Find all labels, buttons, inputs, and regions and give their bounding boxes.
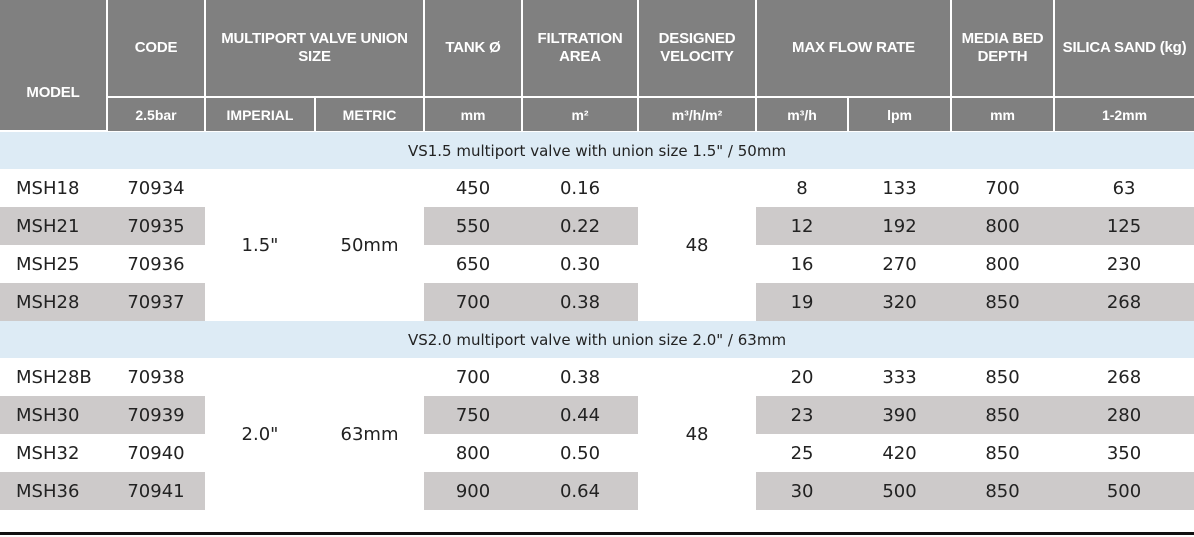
cell-tank: 550	[424, 207, 523, 245]
cell-code: 70934	[107, 169, 205, 207]
cell-flow-m3h: 23	[756, 396, 849, 434]
bottom-rule	[0, 532, 1194, 535]
cell-tank: 900	[424, 472, 523, 510]
cell-flow-m3h: 19	[756, 283, 849, 321]
cell-model: MSH28B	[0, 358, 107, 396]
cell-tank: 800	[424, 434, 523, 472]
cell-metric: 50mm	[315, 169, 425, 321]
cell-flow-lpm: 333	[848, 358, 952, 396]
unit-flow-lpm: lpm	[847, 97, 952, 131]
header-max-flow-rate: MAX FLOW RATE	[755, 0, 952, 98]
cell-flow-m3h: 25	[756, 434, 849, 472]
cell-flow-lpm: 270	[848, 245, 952, 283]
cell-sand: 500	[1054, 472, 1194, 510]
header-media-bed-depth: MEDIA BED DEPTH	[950, 0, 1055, 98]
cell-sand: 125	[1054, 207, 1194, 245]
unit-metric: METRIC	[313, 97, 425, 131]
header-filtration-area: FILTRATION AREA	[521, 0, 639, 98]
cell-area: 0.64	[522, 472, 639, 510]
cell-tank: 700	[424, 283, 523, 321]
cell-model: MSH30	[0, 396, 107, 434]
cell-sand: 268	[1054, 283, 1194, 321]
cell-depth: 800	[951, 245, 1055, 283]
header-code: CODE	[106, 0, 205, 98]
cell-sand: 230	[1054, 245, 1194, 283]
cell-flow-m3h: 30	[756, 472, 849, 510]
cell-model: MSH25	[0, 245, 107, 283]
cell-code: 70939	[107, 396, 205, 434]
cell-depth: 850	[951, 472, 1055, 510]
cell-velocity: 48	[638, 169, 757, 321]
cell-model: MSH36	[0, 472, 107, 510]
unit-tank: mm	[423, 97, 523, 131]
header-multiport-valve: MULTIPORT VALVE UNION SIZE	[203, 0, 425, 98]
cell-flow-lpm: 500	[848, 472, 952, 510]
cell-sand: 268	[1054, 358, 1194, 396]
cell-sand: 350	[1054, 434, 1194, 472]
cell-flow-lpm: 133	[848, 169, 952, 207]
cell-flow-lpm: 420	[848, 434, 952, 472]
unit-velocity: m³/h/m²	[637, 97, 757, 131]
cell-code: 70937	[107, 283, 205, 321]
cell-depth: 850	[951, 283, 1055, 321]
header-designed-velocity: DESIGNED VELOCITY	[637, 0, 757, 98]
cell-flow-m3h: 16	[756, 245, 849, 283]
cell-code: 70935	[107, 207, 205, 245]
unit-silica: 1-2mm	[1053, 97, 1194, 131]
cell-tank: 750	[424, 396, 523, 434]
cell-area: 0.44	[522, 396, 639, 434]
cell-depth: 700	[951, 169, 1055, 207]
cell-area: 0.38	[522, 358, 639, 396]
section-title: VS1.5 multiport valve with union size 1.…	[0, 131, 1194, 169]
unit-media: mm	[950, 97, 1055, 131]
cell-metric: 63mm	[315, 358, 425, 510]
cell-imperial: 1.5"	[205, 169, 315, 321]
cell-flow-lpm: 320	[848, 283, 952, 321]
cell-sand: 280	[1054, 396, 1194, 434]
header-model: MODEL	[0, 0, 107, 132]
cell-code: 70941	[107, 472, 205, 510]
cell-area: 0.16	[522, 169, 639, 207]
header-silica-sand: SILICA SAND (kg)	[1053, 0, 1194, 98]
cell-flow-lpm: 192	[848, 207, 952, 245]
filter-spec-table: MODEL CODE MULTIPORT VALVE UNION SIZE TA…	[0, 0, 1194, 510]
cell-model: MSH28	[0, 283, 107, 321]
cell-depth: 850	[951, 358, 1055, 396]
cell-sand: 63	[1054, 169, 1194, 207]
cell-code: 70940	[107, 434, 205, 472]
cell-flow-m3h: 12	[756, 207, 849, 245]
cell-depth: 800	[951, 207, 1055, 245]
cell-area: 0.38	[522, 283, 639, 321]
cell-tank: 650	[424, 245, 523, 283]
cell-depth: 850	[951, 434, 1055, 472]
cell-code: 70938	[107, 358, 205, 396]
cell-imperial: 2.0"	[205, 358, 315, 510]
unit-imperial: IMPERIAL	[204, 97, 315, 131]
cell-tank: 700	[424, 358, 523, 396]
header-tank: TANK Ø	[423, 0, 523, 98]
cell-flow-m3h: 8	[756, 169, 849, 207]
unit-flow-m3h: m³/h	[755, 97, 849, 131]
cell-tank: 450	[424, 169, 523, 207]
unit-filtration: m²	[521, 97, 639, 131]
cell-velocity: 48	[638, 358, 757, 510]
cell-code: 70936	[107, 245, 205, 283]
cell-area: 0.50	[522, 434, 639, 472]
cell-flow-m3h: 20	[756, 358, 849, 396]
unit-code: 2.5bar	[106, 97, 205, 131]
cell-flow-lpm: 390	[848, 396, 952, 434]
cell-model: MSH21	[0, 207, 107, 245]
cell-area: 0.30	[522, 245, 639, 283]
cell-model: MSH18	[0, 169, 107, 207]
cell-depth: 850	[951, 396, 1055, 434]
cell-area: 0.22	[522, 207, 639, 245]
cell-model: MSH32	[0, 434, 107, 472]
section-title: VS2.0 multiport valve with union size 2.…	[0, 321, 1194, 358]
